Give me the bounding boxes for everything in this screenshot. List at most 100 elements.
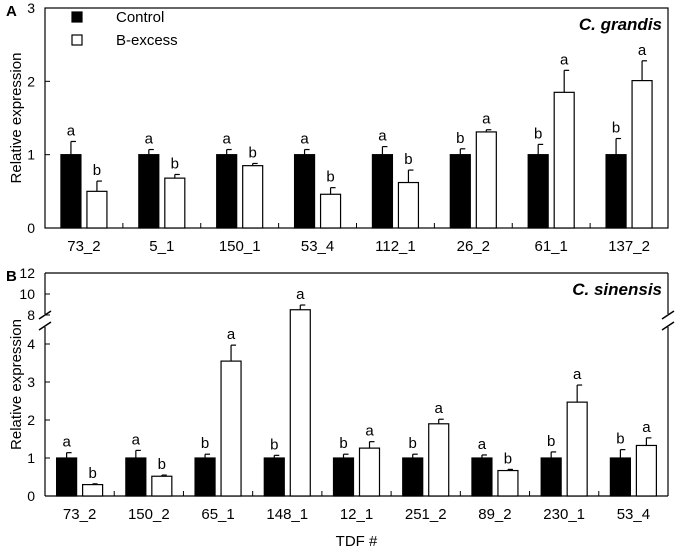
y-axis-label: Relative expression	[8, 53, 25, 184]
significance-label: a	[478, 436, 487, 453]
bar-b-excess	[475, 131, 497, 229]
significance-label: a	[227, 326, 236, 343]
significance-label: a	[642, 419, 651, 436]
significance-label: b	[249, 144, 257, 161]
x-tick-label: 251_2	[405, 506, 447, 523]
significance-label: b	[201, 435, 209, 452]
bar-b-excess	[151, 475, 173, 497]
bar-b-excess	[82, 484, 104, 497]
y-tick-label: 2	[27, 412, 35, 428]
x-axis-label: TDF #	[336, 533, 378, 550]
significance-label: b	[88, 465, 96, 482]
x-tick-label: 89_2	[478, 506, 511, 523]
significance-label: b	[270, 436, 278, 453]
x-tick-label: 148_1	[266, 506, 308, 523]
y-tick-label: 4	[27, 336, 35, 352]
y-tick-label: 3	[27, 374, 35, 390]
x-tick-label: 150_2	[128, 506, 170, 523]
bar-b-excess	[428, 423, 450, 497]
x-tick-label: 73_2	[67, 238, 100, 255]
significance-label: b	[612, 120, 620, 137]
bar-b-excess	[220, 360, 242, 497]
significance-label: a	[378, 128, 387, 145]
significance-label: a	[482, 111, 491, 128]
bar-control	[449, 154, 471, 229]
x-tick-label: 112_1	[375, 238, 416, 255]
x-tick-label: 137_2	[608, 238, 650, 255]
bar-control	[540, 457, 562, 497]
significance-label: b	[404, 151, 412, 168]
significance-label: b	[171, 155, 179, 172]
bar-b-excess	[242, 165, 264, 229]
legend-swatch-b-excess	[71, 34, 83, 46]
significance-label: a	[145, 131, 154, 148]
y-tick-label: 12	[19, 265, 35, 281]
bar-control	[605, 154, 627, 229]
bar-control	[609, 457, 631, 497]
significance-label: b	[456, 130, 464, 147]
x-tick-label: 26_2	[457, 238, 490, 255]
significance-label: a	[223, 131, 232, 148]
x-tick-label: 150_1	[219, 238, 261, 255]
significance-label: b	[409, 435, 417, 452]
bar-control	[471, 457, 493, 497]
y-tick-label: 1	[27, 147, 35, 163]
x-tick-label: 12_1	[340, 506, 373, 523]
bar-b-excess	[358, 447, 381, 497]
bar-b-excess	[164, 177, 186, 229]
y-tick-label: 3	[27, 0, 35, 16]
significance-label: a	[435, 400, 444, 417]
significance-label: b	[158, 456, 166, 473]
bar-b-excess	[319, 193, 342, 229]
bar-control	[216, 154, 238, 229]
significance-label: b	[616, 431, 624, 448]
x-tick-label: 53_4	[301, 238, 334, 255]
y-tick-label: 10	[19, 286, 35, 302]
significance-label: b	[326, 169, 334, 186]
species-label: C. grandis	[579, 15, 662, 34]
bar-control	[125, 457, 147, 497]
bar-b-excess	[631, 79, 653, 229]
bar-control	[402, 457, 424, 497]
y-tick-label: 0	[27, 488, 35, 504]
bar-b-excess	[553, 91, 575, 229]
significance-label: a	[638, 42, 647, 59]
legend-label: B-excess	[116, 32, 178, 49]
bar-b-excess	[397, 181, 420, 229]
x-tick-label: 65_1	[201, 506, 234, 523]
axis-break-mark	[661, 310, 675, 320]
bar-control	[194, 457, 216, 497]
significance-label: b	[339, 435, 347, 452]
x-tick-label: 230_1	[543, 506, 585, 523]
bar-control	[527, 154, 549, 229]
bar-control	[371, 154, 394, 229]
legend-swatch-control	[71, 11, 83, 23]
significance-label: a	[560, 51, 569, 68]
significance-label: a	[67, 122, 76, 139]
significance-label: a	[62, 434, 71, 451]
bar-b-excess	[566, 401, 588, 497]
y-tick-label: 0	[27, 220, 35, 236]
bar-b-excess	[497, 469, 519, 497]
significance-label: b	[547, 433, 555, 450]
significance-label: a	[296, 286, 305, 303]
panel-label: A	[6, 3, 17, 20]
panel-label: B	[6, 268, 17, 285]
significance-label: b	[504, 450, 512, 467]
y-tick-label: 1	[27, 450, 35, 466]
significance-label: a	[573, 366, 582, 383]
axis-break-mark	[38, 321, 52, 331]
significance-label: b	[534, 125, 542, 142]
significance-label: a	[365, 423, 374, 440]
x-tick-label: 53_4	[617, 506, 650, 523]
bar-control	[60, 154, 82, 229]
legend-label: Control	[116, 9, 164, 26]
y-axis-label: Relative expression	[8, 319, 25, 450]
bar-b-excess	[635, 444, 657, 497]
bar-control	[56, 457, 78, 497]
x-tick-label: 5_1	[149, 238, 174, 255]
significance-label: a	[300, 131, 309, 148]
bar-b-excess	[289, 309, 311, 497]
significance-label: b	[93, 162, 101, 179]
